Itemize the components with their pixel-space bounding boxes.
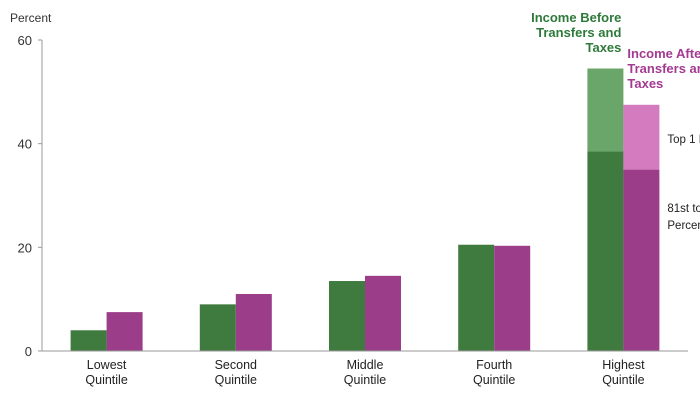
x-category-label: Second Quintile bbox=[215, 358, 257, 387]
y-tick-label: 40 bbox=[18, 137, 32, 152]
y-tick-label: 0 bbox=[25, 344, 32, 359]
y-tick-label: 20 bbox=[18, 240, 32, 255]
bar-before-highest-top1 bbox=[587, 68, 624, 152]
bar-before-0 bbox=[70, 330, 107, 351]
x-category-label: Lowest Quintile bbox=[85, 358, 127, 387]
x-category-label: Highest Quintile bbox=[602, 358, 645, 387]
label-81st-to-99th: 81st to 99thPercentiles bbox=[667, 203, 700, 232]
bar-before-1 bbox=[199, 304, 236, 351]
bar-after-3 bbox=[494, 245, 531, 351]
bar-after-2 bbox=[365, 275, 401, 351]
series-labels: Income Before Transfers and Taxes Income Af… bbox=[531, 10, 700, 232]
x-category-label: Middle Quintile bbox=[344, 358, 386, 387]
label-income-before: Income Before Transfers and Taxes bbox=[531, 10, 621, 55]
y-tick-label: 60 bbox=[18, 33, 32, 48]
bars bbox=[70, 68, 660, 351]
bar-before-highest-81-99 bbox=[587, 151, 624, 351]
bar-before-2 bbox=[329, 281, 365, 351]
label-top-1-percent: Top 1 Percent bbox=[667, 134, 700, 146]
x-category-label: Fourth Quintile bbox=[473, 358, 515, 387]
bar-after-highest-top1 bbox=[623, 104, 660, 170]
x-axis: Lowest Quintile Second Quintile Middle Quinti… bbox=[42, 350, 688, 387]
y-axis-label: Percent bbox=[10, 11, 52, 25]
bar-after-highest-81-99 bbox=[623, 169, 660, 351]
bar-after-1 bbox=[235, 293, 272, 351]
bar-before-3 bbox=[458, 244, 495, 351]
bar-after-0 bbox=[106, 312, 143, 351]
y-axis: 0 20 40 60 bbox=[18, 33, 43, 359]
